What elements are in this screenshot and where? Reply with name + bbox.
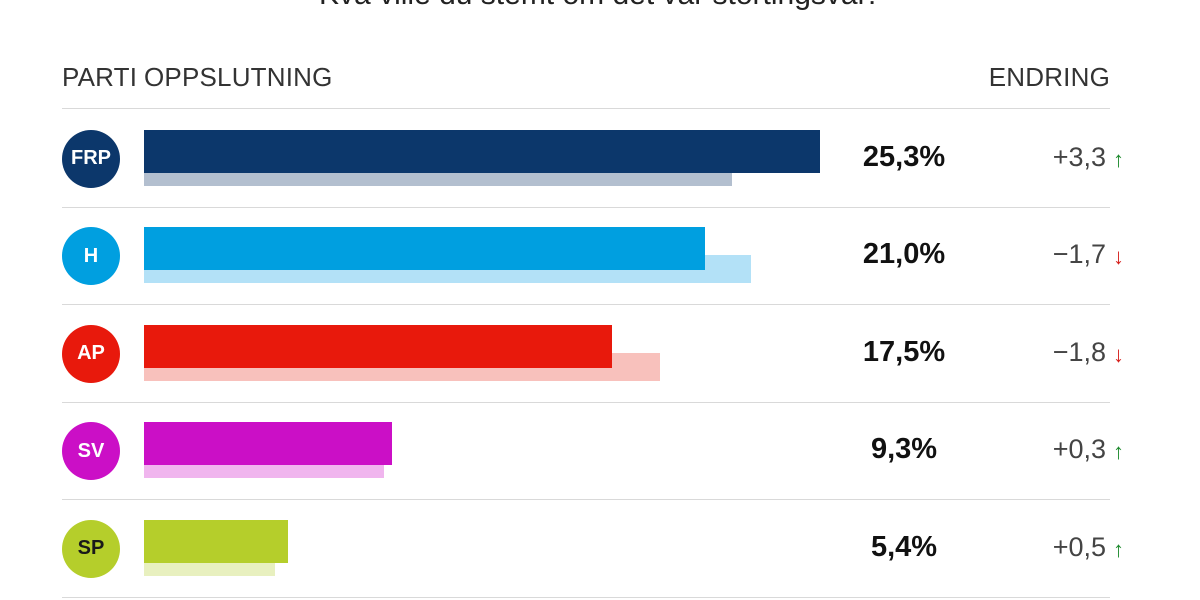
change-label: +3,3 [1052,141,1106,172]
current-bar [144,519,289,563]
row-divider [62,304,1110,305]
row-divider [62,596,1110,598]
party-badge: SP [62,519,120,578]
party-badge: SV [62,422,120,481]
arrow-down-icon: ↓ [1113,341,1124,367]
row-divider [62,401,1110,403]
party-badge: H [62,227,120,286]
row-divider [62,206,1110,208]
header-parti: PARTI [62,62,138,92]
arrow-up-icon: ↑ [1113,439,1124,465]
value-label: 9,3% [870,433,938,466]
party-badge: AP [62,324,120,383]
current-bar [144,324,612,368]
party-badge: FRP [62,129,120,188]
header-oppslutning: OPPSLUTNING [144,62,333,92]
change-label: +0,5 [1052,531,1106,562]
value-label: 25,3% [862,140,946,173]
arrow-up-icon: ↑ [1113,536,1124,562]
header-rule [62,108,1110,109]
chart-title: Kva ville du stemt om det var stortingsv… [0,0,1200,12]
change-label: −1,7 [1052,239,1106,270]
value-label: 17,5% [862,335,946,368]
value-label: 5,4% [870,530,938,563]
value-label: 21,0% [862,238,946,271]
current-bar [144,129,820,173]
arrow-up-icon: ↑ [1113,146,1124,172]
change-label: +0,3 [1052,434,1106,465]
header-endring: ENDRING [988,62,1110,92]
change-label: −1,8 [1052,336,1106,367]
current-bar [144,422,393,466]
row-divider [62,499,1110,500]
arrow-down-icon: ↓ [1113,244,1124,270]
current-bar [144,227,706,271]
